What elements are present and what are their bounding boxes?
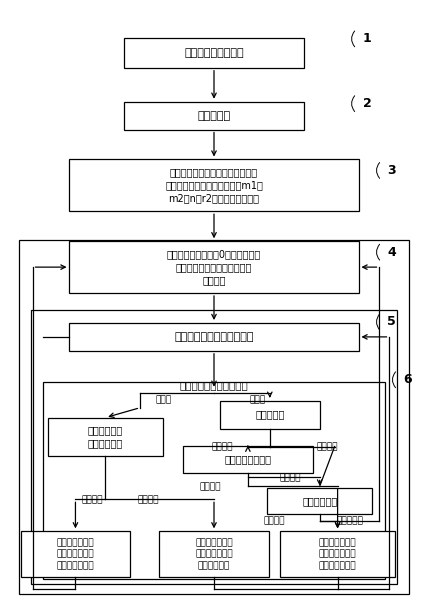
Text: 不符合规则: 不符合规则 — [336, 517, 363, 526]
Bar — [48, 418, 163, 456]
Bar — [21, 531, 130, 577]
Text: 编码树二义性判定: 编码树二义性判定 — [224, 454, 271, 465]
Bar — [19, 240, 409, 594]
Text: 设定运行参数值，设定各个判断数
阈的此例值的误差范围，包括m1、
m2、n和r2解码比值误差范围: 设定运行参数值，设定各个判断数 阈的此例值的误差范围，包括m1、 m2、n和r2… — [165, 167, 263, 203]
Text: 1: 1 — [363, 32, 371, 45]
Text: 2: 2 — [363, 97, 371, 110]
Text: 检查起始基准
信号点判设定: 检查起始基准 信号点判设定 — [88, 425, 123, 448]
Text: 匹配值判定: 匹配值判定 — [255, 410, 285, 420]
Bar — [268, 488, 372, 515]
Text: 设定为点: 设定为点 — [82, 495, 103, 504]
Text: 从缓冲区中移除
设信号，提示设
信号匹配失败: 从缓冲区中移除 设信号，提示设 信号匹配失败 — [195, 538, 233, 571]
Text: 建立信号优化缓冲区: 建立信号优化缓冲区 — [184, 48, 244, 58]
Bar — [42, 382, 386, 579]
Bar — [69, 323, 359, 351]
Bar — [183, 446, 313, 473]
Text: 6: 6 — [403, 373, 412, 386]
Text: 解定起始基准信
号为制，缓冲区
循环置零，回朔: 解定起始基准信 号为制，缓冲区 循环置零，回朔 — [56, 538, 94, 571]
Text: 4: 4 — [387, 245, 396, 259]
Bar — [124, 38, 304, 68]
Text: 无编码值: 无编码值 — [317, 442, 339, 451]
Bar — [159, 531, 269, 577]
Text: 无二义性: 无二义性 — [199, 482, 221, 491]
Bar — [69, 241, 359, 293]
Bar — [30, 310, 398, 584]
Bar — [220, 401, 320, 429]
Text: 有二义性: 有二义性 — [279, 473, 300, 482]
Text: 5: 5 — [387, 315, 396, 328]
Text: 信号缓冲区复位计数0，依次刷新冲
区队列第一个信号，并解定该
信号为点: 信号缓冲区复位计数0，依次刷新冲 区队列第一个信号，并解定该 信号为点 — [167, 249, 261, 286]
Text: 符合规则: 符合规则 — [263, 517, 285, 526]
Bar — [69, 160, 359, 211]
Text: 终结规则判定: 终结规则判定 — [302, 496, 337, 506]
Text: 有匹配: 有匹配 — [250, 395, 266, 404]
Text: 构造编码树: 构造编码树 — [197, 111, 231, 121]
Bar — [124, 102, 304, 130]
Text: 设定为划: 设定为划 — [137, 495, 159, 504]
Text: 3: 3 — [387, 164, 396, 177]
Text: 找被码组即在编码树中匹配: 找被码组即在编码树中匹配 — [174, 332, 254, 342]
Text: 输出码值，并将
已匹配的全部信
号从缓冲区移除: 输出码值，并将 已匹配的全部信 号从缓冲区移除 — [319, 538, 357, 571]
Bar — [280, 531, 395, 577]
Text: 根据匹配结果分情况处理: 根据匹配结果分情况处理 — [180, 380, 248, 390]
Text: 有编码值: 有编码值 — [211, 442, 233, 451]
Text: 无匹配: 无匹配 — [155, 395, 171, 404]
